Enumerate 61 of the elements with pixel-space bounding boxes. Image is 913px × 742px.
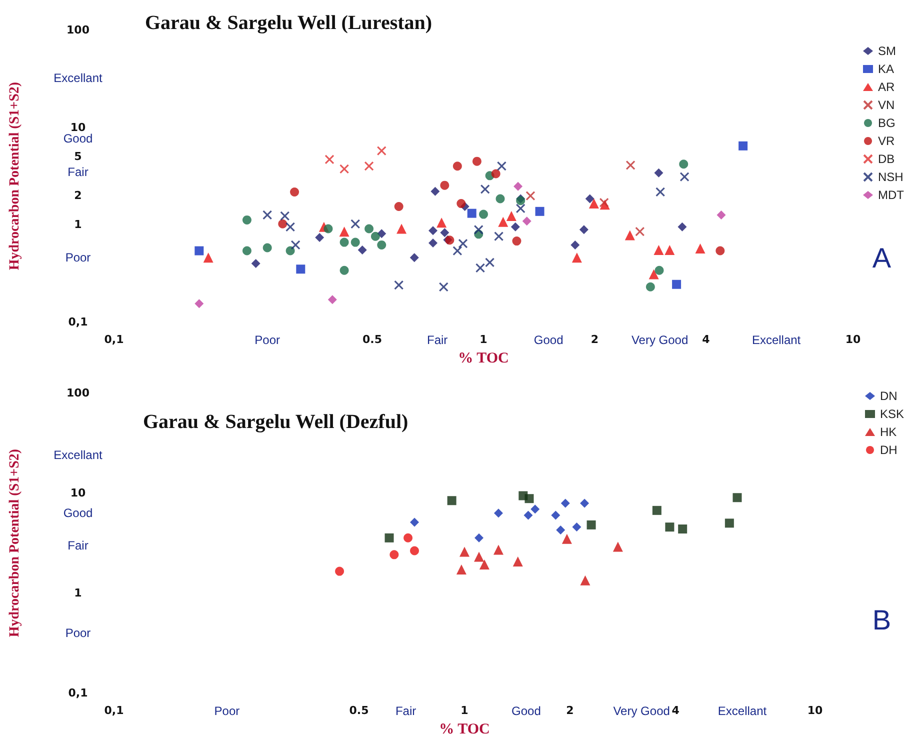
y-tick-label: 0,1 (68, 686, 88, 700)
y-axis-title: Hydrocarbon Potential (S1+S2) (8, 448, 22, 638)
x-tick-label: 1 (480, 333, 488, 346)
legend-label: DN (880, 389, 898, 403)
legend-label: NSH (878, 170, 904, 184)
x-tick-label: Poor (254, 333, 280, 348)
x-tick-label: Fair (427, 333, 448, 348)
text: Garau & Sargelu Well (Dezful) (143, 411, 408, 433)
legend-label: VN (878, 98, 895, 112)
y-tick-label: 100 (66, 386, 90, 400)
y-tick-label: 1 (74, 586, 82, 600)
y-tick-label: Fair (68, 164, 88, 179)
x-tick-label: 0,1 (104, 333, 124, 346)
y-tick-label: Poor (65, 626, 91, 640)
y-tick-label: Good (63, 131, 93, 146)
x-tick-label: Poor (214, 704, 240, 718)
text: B (872, 604, 892, 636)
x-tick-label: Excellant (752, 333, 802, 348)
x-tick-label: 10 (807, 704, 823, 718)
x-tick-label: Good (512, 704, 541, 718)
x-axis-title: % TOC (439, 722, 490, 738)
y-tick-label: 10 (70, 120, 86, 134)
y-tick-label: Good (63, 506, 93, 520)
x-axis-title: % TOC (458, 350, 509, 366)
legend-label: VR (878, 134, 896, 148)
legend-label: BG (878, 116, 896, 130)
chart-title: Garau & Sargelu Well (Lurestan) (145, 12, 432, 34)
y-tick-label: Fair (68, 538, 88, 552)
y-tick-label: Excellant (54, 448, 104, 462)
x-tick-label: 4 (702, 333, 710, 346)
legend-label: DB (878, 152, 895, 166)
x-tick-label: Very Good (613, 704, 670, 718)
x-tick-label: Fair (395, 704, 416, 718)
x-tick-label: Good (534, 333, 564, 348)
x-tick-label: 2 (566, 704, 574, 718)
y-tick-label: 0,1 (68, 316, 88, 329)
y-tick-label: 1 (74, 218, 82, 232)
x-tick-label: 2 (590, 333, 599, 346)
legend-label: MDT (878, 188, 905, 202)
y-tick-label: 5 (74, 150, 82, 164)
x-tick-label: 1 (460, 704, 468, 718)
x-tick-label: 0.5 (362, 333, 382, 346)
legend-label: AR (878, 80, 896, 94)
y-tick-label: Poor (65, 250, 91, 265)
x-tick-label: 0,1 (104, 704, 124, 718)
x-tick-label: 10 (845, 333, 861, 346)
y-axis-title: Hydrocarbon Potential (S1+S2) (8, 82, 22, 270)
y-tick-label: 10 (70, 486, 86, 500)
y-tick-label: Excellant (54, 71, 104, 86)
legend-label: KSK (880, 407, 904, 421)
y-tick-label: 2 (74, 188, 82, 202)
legend-label: DH (880, 443, 898, 457)
legend-label: KA (878, 62, 894, 76)
text: A (872, 242, 892, 274)
legend-label: SM (878, 44, 896, 58)
y-tick-label: 100 (66, 24, 90, 36)
x-tick-label: Excellant (718, 704, 768, 718)
legend-label: HK (880, 425, 897, 439)
x-tick-label: Very Good (631, 333, 688, 348)
x-tick-label: 4 (672, 704, 680, 718)
x-tick-label: 0.5 (349, 704, 369, 718)
